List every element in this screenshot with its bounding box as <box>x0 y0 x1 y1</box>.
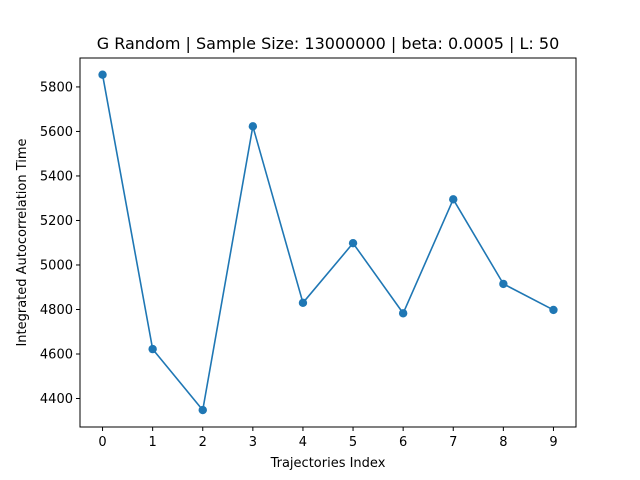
plot-area: 0 1 2 3 4 5 6 7 8 9 4400 4600 4800 5000 5200 5400 5600 58… <box>40 70 558 450</box>
y-tick-label: 5000 <box>40 258 73 273</box>
x-tick-label: 8 <box>499 435 507 450</box>
y-tick-label: 4400 <box>40 392 73 407</box>
axes-frame <box>79 57 577 428</box>
x-tick-label: 3 <box>249 435 257 450</box>
series-line <box>101 74 554 411</box>
x-axis-label: Trajectories Index <box>270 456 386 471</box>
data-point <box>98 70 107 79</box>
data-point <box>398 309 408 318</box>
data-point <box>348 238 358 248</box>
data-point <box>148 344 157 354</box>
y-axis-label: Integrated Autocorrelation Time <box>15 138 30 346</box>
x-tick-label: 4 <box>299 435 307 450</box>
data-point <box>298 298 308 308</box>
y-tick-label: 4600 <box>40 348 73 363</box>
x-tick-label: 0 <box>98 435 106 450</box>
y-tick-label: 5400 <box>40 169 73 184</box>
data-point <box>549 305 558 315</box>
y-tick-label: 5800 <box>40 80 73 95</box>
data-point <box>449 195 458 204</box>
x-tick-label: 6 <box>399 435 407 450</box>
x-tick-label: 1 <box>149 435 157 450</box>
x-tick-label: 2 <box>199 435 207 450</box>
x-tick-label: 9 <box>549 435 557 450</box>
y-tick-label: 5200 <box>40 214 73 229</box>
chart-title: G Random | Sample Size: 13000000 | beta:… <box>97 34 560 53</box>
y-tick-label: 4800 <box>40 303 73 318</box>
y-tick-label: 5600 <box>40 125 73 140</box>
x-tick-label: 5 <box>349 435 357 450</box>
x-tick-label: 7 <box>449 435 457 450</box>
data-point <box>198 405 207 415</box>
data-point <box>248 122 258 131</box>
data-point <box>499 279 508 289</box>
